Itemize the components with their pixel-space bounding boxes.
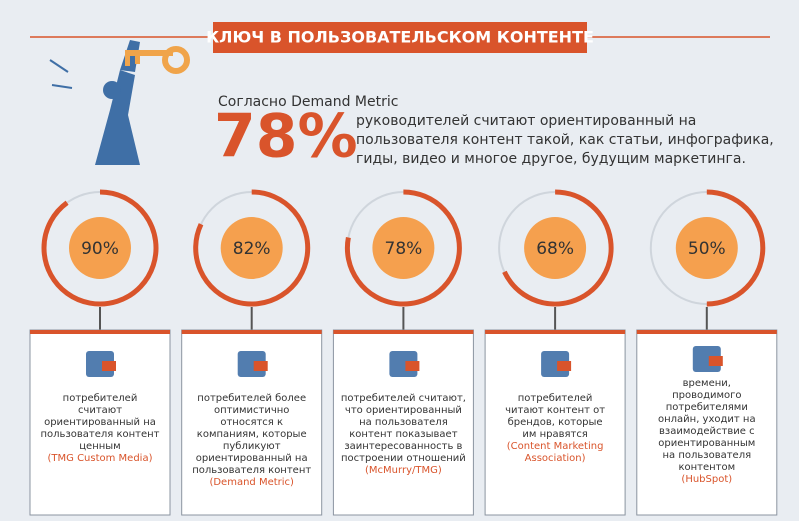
card-line: считают xyxy=(78,405,122,416)
card-line: времени, xyxy=(683,378,731,389)
ring-arc xyxy=(193,189,311,307)
title-banner xyxy=(213,22,587,53)
card-line: взаимодействие с xyxy=(659,426,755,437)
icon-accent xyxy=(102,361,116,371)
card-line: публикуют xyxy=(223,441,281,452)
intro-lead: Согласно Demand Metric xyxy=(218,94,398,110)
ring-center xyxy=(220,217,283,279)
card-line: на пользователя xyxy=(359,417,448,428)
ring-center xyxy=(524,217,587,279)
card-line: потребителей xyxy=(518,393,593,404)
card-edge xyxy=(181,330,322,334)
card-line: потребителей xyxy=(63,393,138,404)
card-line: ориентированным xyxy=(658,438,755,449)
intro-text: руководителей считают ориентированный на… xyxy=(356,113,774,167)
card-edge xyxy=(30,330,170,334)
ring-center xyxy=(675,217,738,279)
title: КЛЮЧ В ПОЛЬЗОВАТЕЛЬСКОМ КОНТЕНТЕ xyxy=(206,28,594,47)
ring-center xyxy=(372,217,435,279)
stat-label: 90% xyxy=(81,239,119,259)
card-line: онлайн, уходит на xyxy=(658,414,756,425)
intro-big: 78% xyxy=(214,102,358,172)
icon-accent xyxy=(708,356,723,366)
card-line: читают контент от xyxy=(505,405,605,416)
card-line: контентом xyxy=(678,462,735,473)
card-line: потребителей считают, xyxy=(341,393,466,404)
card-line: ориентированный на xyxy=(196,453,308,464)
stat-label: 50% xyxy=(688,239,726,259)
stat-label: 68% xyxy=(536,239,574,259)
ring-center xyxy=(69,217,131,279)
card-line: пользователя контент xyxy=(192,465,311,476)
card-line: им нравятся xyxy=(522,429,587,440)
ring-arc xyxy=(502,189,614,307)
card-source: (TMG Custom Media) xyxy=(48,453,153,464)
stat-column: 82% потребителей болееоптимистичноотносят… xyxy=(181,189,323,516)
card-line: ценным xyxy=(79,441,120,452)
icon-accent xyxy=(405,361,420,371)
card-line: контент показывает xyxy=(349,429,457,440)
card-line: построении отношений xyxy=(341,453,466,464)
ring-arc xyxy=(41,189,159,307)
key-figure xyxy=(49,40,190,165)
card-line: компаниям, которые xyxy=(197,429,307,440)
card-line: заинтересованность в xyxy=(344,441,462,452)
icon-accent xyxy=(253,361,268,371)
card-line: пользователя контент xyxy=(41,429,160,440)
card-line: потребителями xyxy=(666,402,748,413)
intro-line: руководителей считают ориентированный на xyxy=(356,113,696,129)
ring-arc xyxy=(344,189,462,307)
card-source: (McMurry/TMG) xyxy=(365,465,442,476)
card-line: оптимистично xyxy=(214,405,289,416)
intro-line: пользователя контент такой, как статьи, … xyxy=(356,132,774,148)
card-line: проводимого xyxy=(672,390,741,401)
intro-line: гиды, видео и многое другое, будущим мар… xyxy=(356,151,746,167)
icon-accent xyxy=(557,361,572,371)
card-source: (Content Marketing xyxy=(507,441,604,452)
ring-arc xyxy=(706,189,766,307)
stat-column: 78% потребителей считают,что ориентирован… xyxy=(332,189,474,516)
card-edge xyxy=(636,330,777,334)
stat-label: 78% xyxy=(385,239,423,259)
stat-label: 82% xyxy=(233,239,271,259)
card-line: относятся к xyxy=(220,417,283,428)
card-line: потребителей более xyxy=(197,393,306,404)
card-line: что ориентированный xyxy=(345,405,462,416)
card-source: (Demand Metric) xyxy=(209,477,294,488)
card-source: (HubSpot) xyxy=(681,474,732,485)
card-line: ориентированный на xyxy=(44,417,156,428)
card-line: на пользователя xyxy=(662,450,751,461)
card-edge xyxy=(485,330,626,334)
card-line: брендов, которые xyxy=(508,417,603,428)
card-source: Association) xyxy=(525,453,586,464)
card-edge xyxy=(333,330,474,334)
stat-column: 50% времени,проводимогопотребителямионлай… xyxy=(636,189,778,516)
